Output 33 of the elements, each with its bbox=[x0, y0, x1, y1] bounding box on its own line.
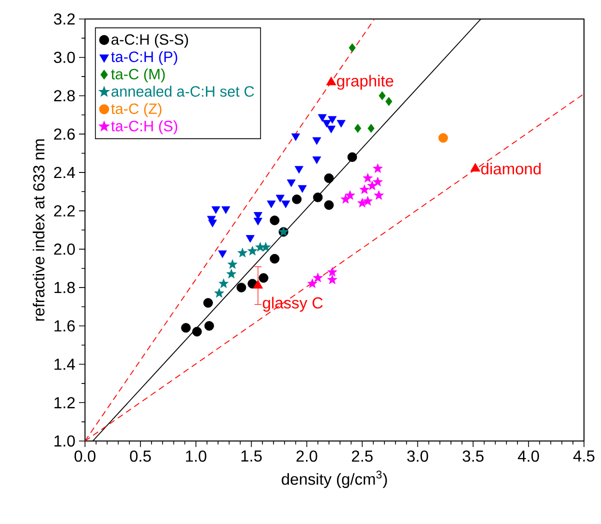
x-tick-label: 3.0 bbox=[407, 450, 428, 462]
x-tick-label: 0.0 bbox=[74, 450, 96, 462]
y-tick-label: 3.0 bbox=[54, 52, 75, 63]
y-tick-label: 2.0 bbox=[54, 244, 75, 255]
y-tick-label: 1.2 bbox=[54, 397, 75, 408]
x-axis-title: density (g/cm$^{3}$) bbox=[282, 470, 387, 488]
y-tick-label: 2.8 bbox=[54, 90, 75, 102]
y-tick-label: 1.0 bbox=[54, 435, 75, 447]
x-tick-label: 2.0 bbox=[296, 450, 318, 462]
y-axis-title: refractive index at 633 nm bbox=[32, 139, 44, 321]
x-tick-label: 2.5 bbox=[352, 450, 373, 462]
x-tick-label: 1.0 bbox=[186, 450, 206, 462]
y-tick-label: 2.2 bbox=[54, 205, 75, 216]
x-tick-label: 0.5 bbox=[130, 450, 151, 462]
y-tick-label: 2.6 bbox=[54, 128, 75, 140]
legend-label: ta-C:H (S) bbox=[111, 120, 178, 134]
y-tick-label: 3.2 bbox=[54, 13, 75, 25]
legend-label: annealed a-C:H set C bbox=[112, 86, 254, 97]
legend-label: ta-C (M) bbox=[111, 68, 165, 82]
y-tick-label: 1.8 bbox=[54, 282, 75, 294]
legend-label: a-C:H (S-S) bbox=[112, 34, 188, 48]
legend-label: ta-C:H (P) bbox=[111, 51, 178, 66]
legend-label: ta-C (Z) bbox=[111, 103, 162, 117]
x-tick-label: 4.0 bbox=[518, 450, 540, 462]
y-tick-label: 1.6 bbox=[54, 320, 75, 332]
x-tick-label: 1.5 bbox=[241, 450, 262, 462]
x-tick-label: 4.5 bbox=[573, 450, 594, 462]
y-tick-label: 1.4 bbox=[54, 358, 76, 370]
y-tick-label: 2.4 bbox=[54, 166, 76, 178]
annotation: graphite bbox=[337, 74, 394, 90]
annotation: glassy C bbox=[262, 296, 323, 312]
annotation: diamond bbox=[481, 162, 541, 174]
x-tick-label: 3.5 bbox=[462, 450, 484, 462]
